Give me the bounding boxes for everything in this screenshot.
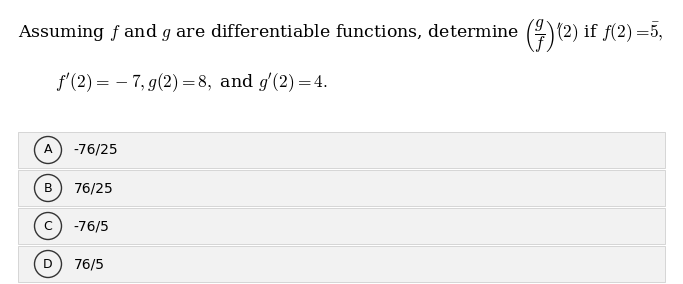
FancyBboxPatch shape <box>18 246 665 282</box>
FancyBboxPatch shape <box>18 208 665 244</box>
Text: A: A <box>44 143 53 156</box>
Text: 76/5: 76/5 <box>74 257 104 271</box>
FancyBboxPatch shape <box>18 132 665 168</box>
Text: -76/25: -76/25 <box>74 143 118 157</box>
Text: -76/5: -76/5 <box>74 219 109 233</box>
Text: B: B <box>44 181 53 195</box>
Text: Assuming $f$ and $g$ are differentiable functions, determine $\left(\dfrac{g}{f}: Assuming $f$ and $g$ are differentiable … <box>18 18 663 55</box>
Text: $f^{\prime}(2) = -7, g(2) = 8,$ and $g^{\prime}(2) = 4.$: $f^{\prime}(2) = -7, g(2) = 8,$ and $g^{… <box>55 72 328 95</box>
Text: D: D <box>43 258 53 270</box>
FancyBboxPatch shape <box>18 170 665 206</box>
Text: C: C <box>44 220 53 233</box>
Text: 76/25: 76/25 <box>74 181 113 195</box>
